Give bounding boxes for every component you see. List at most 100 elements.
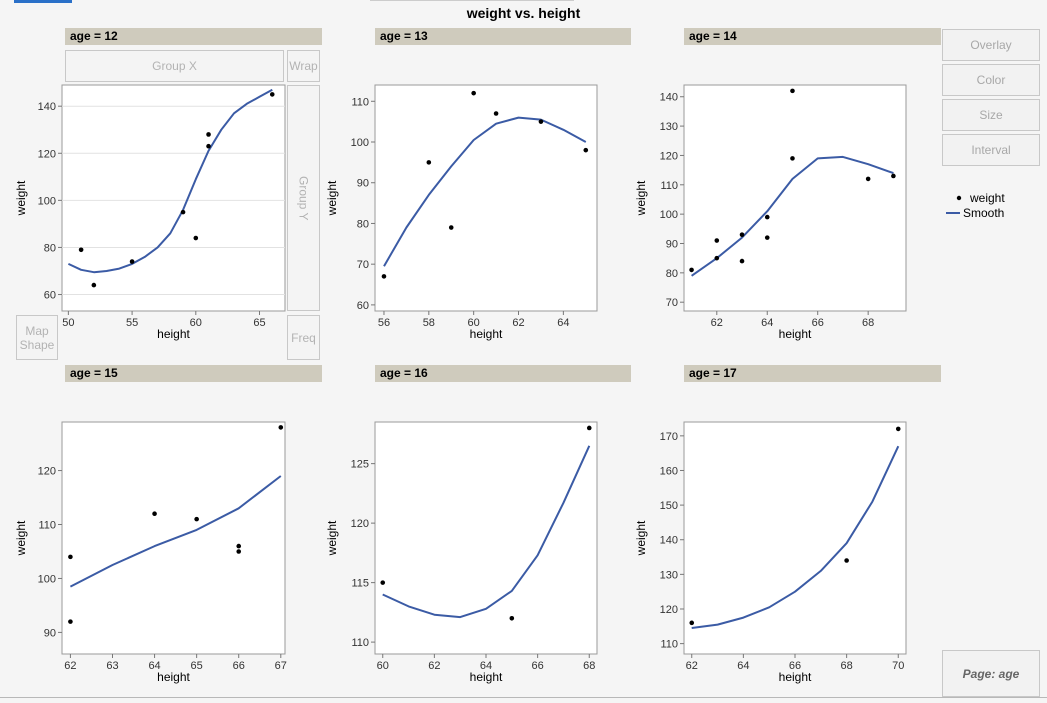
x-tick-label: 62	[512, 317, 524, 329]
y-tick-label: 125	[351, 459, 369, 471]
data-point	[509, 616, 515, 621]
color-button[interactable]: Color	[942, 64, 1040, 96]
data-point	[206, 132, 211, 137]
data-point	[426, 160, 432, 165]
y-tick-label: 90	[357, 178, 369, 190]
x-tick-label: 70	[892, 660, 904, 672]
x-tick-label: 64	[761, 317, 773, 329]
x-axis-label: height	[470, 670, 503, 684]
data-point	[714, 255, 720, 261]
panel-header-age-13: age = 13	[375, 28, 631, 45]
group-y-zone[interactable]: Group Y	[287, 85, 320, 311]
x-tick-label: 62	[686, 660, 698, 672]
y-tick-label: 115	[351, 578, 369, 590]
y-axis-label: weight	[325, 180, 339, 216]
data-point	[180, 209, 186, 215]
data-point	[764, 214, 770, 220]
y-tick-label: 80	[357, 218, 369, 230]
x-tick-label: 65	[253, 317, 265, 329]
data-point	[129, 259, 135, 264]
panel-header-age-12: age = 12	[65, 28, 322, 45]
x-tick-label: 55	[126, 317, 138, 329]
legend-smooth-label: Smooth	[963, 205, 1005, 220]
data-point	[91, 282, 97, 288]
y-tick-label: 60	[44, 290, 56, 302]
freq-zone[interactable]: Freq	[287, 315, 320, 360]
data-point	[790, 156, 795, 161]
x-tick-label: 65	[191, 660, 203, 672]
smooth-curve	[67, 88, 273, 274]
y-tick-label: 130	[660, 569, 678, 581]
data-point	[844, 558, 849, 563]
x-tick-label: 60	[468, 317, 480, 329]
y-tick-label: 70	[357, 259, 369, 271]
y-tick-label: 110	[351, 637, 369, 649]
panel-header-age-14: age = 14	[684, 28, 941, 45]
legend: weight Smooth	[946, 190, 1005, 220]
data-point	[689, 267, 694, 273]
plot-frame	[61, 84, 286, 312]
data-point	[493, 111, 499, 116]
x-axis-label: height	[470, 327, 503, 341]
data-point	[714, 238, 720, 243]
point-marker-icon	[956, 195, 962, 200]
y-tick-label: 70	[666, 297, 678, 309]
panel-header-age-16: age = 16	[375, 365, 631, 382]
y-tick-label: 90	[666, 238, 678, 250]
y-tick-label: 120	[660, 150, 678, 162]
x-tick-label: 60	[377, 660, 389, 672]
y-tick-label: 120	[38, 466, 56, 478]
page-button[interactable]: Page: age	[942, 650, 1040, 697]
x-tick-label: 67	[275, 660, 287, 672]
data-point	[739, 232, 745, 237]
plot-frame	[374, 421, 598, 655]
panel-header-age-17: age = 17	[684, 365, 941, 382]
x-tick-label: 66	[532, 660, 544, 672]
x-tick-label: 64	[737, 660, 749, 672]
overlay-button[interactable]: Overlay	[942, 29, 1040, 61]
data-point	[68, 619, 73, 624]
plot-frame	[683, 84, 907, 312]
data-point	[236, 543, 242, 549]
x-tick-label: 64	[557, 317, 569, 329]
x-tick-label: 58	[423, 317, 435, 329]
data-point	[194, 516, 199, 522]
data-point	[236, 549, 242, 554]
data-point	[538, 119, 544, 124]
legend-weight-label: weight	[970, 190, 1005, 205]
smooth-curve	[69, 475, 282, 588]
y-tick-label: 100	[38, 573, 56, 585]
y-tick-label: 100	[38, 195, 56, 207]
group-y-label: Group Y	[296, 175, 311, 221]
smooth-line-icon	[946, 211, 960, 214]
y-tick-label: 170	[660, 431, 678, 443]
wrap-zone[interactable]: Wrap	[287, 50, 320, 82]
interval-button[interactable]: Interval	[942, 134, 1040, 166]
map-shape-zone[interactable]: Map Shape	[16, 315, 58, 360]
y-tick-label: 80	[666, 268, 678, 280]
title-underline	[370, 0, 574, 1]
y-tick-label: 130	[660, 121, 678, 133]
x-tick-label: 62	[64, 660, 76, 672]
x-tick-label: 66	[233, 660, 245, 672]
data-point	[739, 258, 745, 264]
legend-row-smooth: Smooth	[946, 205, 1005, 220]
data-point	[895, 426, 901, 432]
data-point	[586, 425, 592, 431]
x-tick-label: 68	[862, 317, 874, 329]
y-tick-label: 120	[351, 518, 369, 530]
y-tick-label: 90	[44, 627, 56, 639]
panel-header-age-15: age = 15	[65, 365, 322, 382]
x-axis-label: height	[779, 327, 812, 341]
bottom-border	[0, 697, 1047, 698]
y-tick-label: 60	[357, 300, 369, 312]
data-point	[278, 425, 284, 430]
group-x-zone[interactable]: Group X	[65, 50, 284, 82]
smooth-curve	[382, 445, 591, 619]
y-tick-label: 110	[660, 180, 678, 192]
size-button[interactable]: Size	[942, 99, 1040, 131]
data-point	[891, 173, 896, 179]
chart-panel-6: 110 120 130 140 150 160 170 62 64 66 68 70 height wei…	[634, 421, 907, 684]
x-axis-label: height	[157, 327, 190, 341]
